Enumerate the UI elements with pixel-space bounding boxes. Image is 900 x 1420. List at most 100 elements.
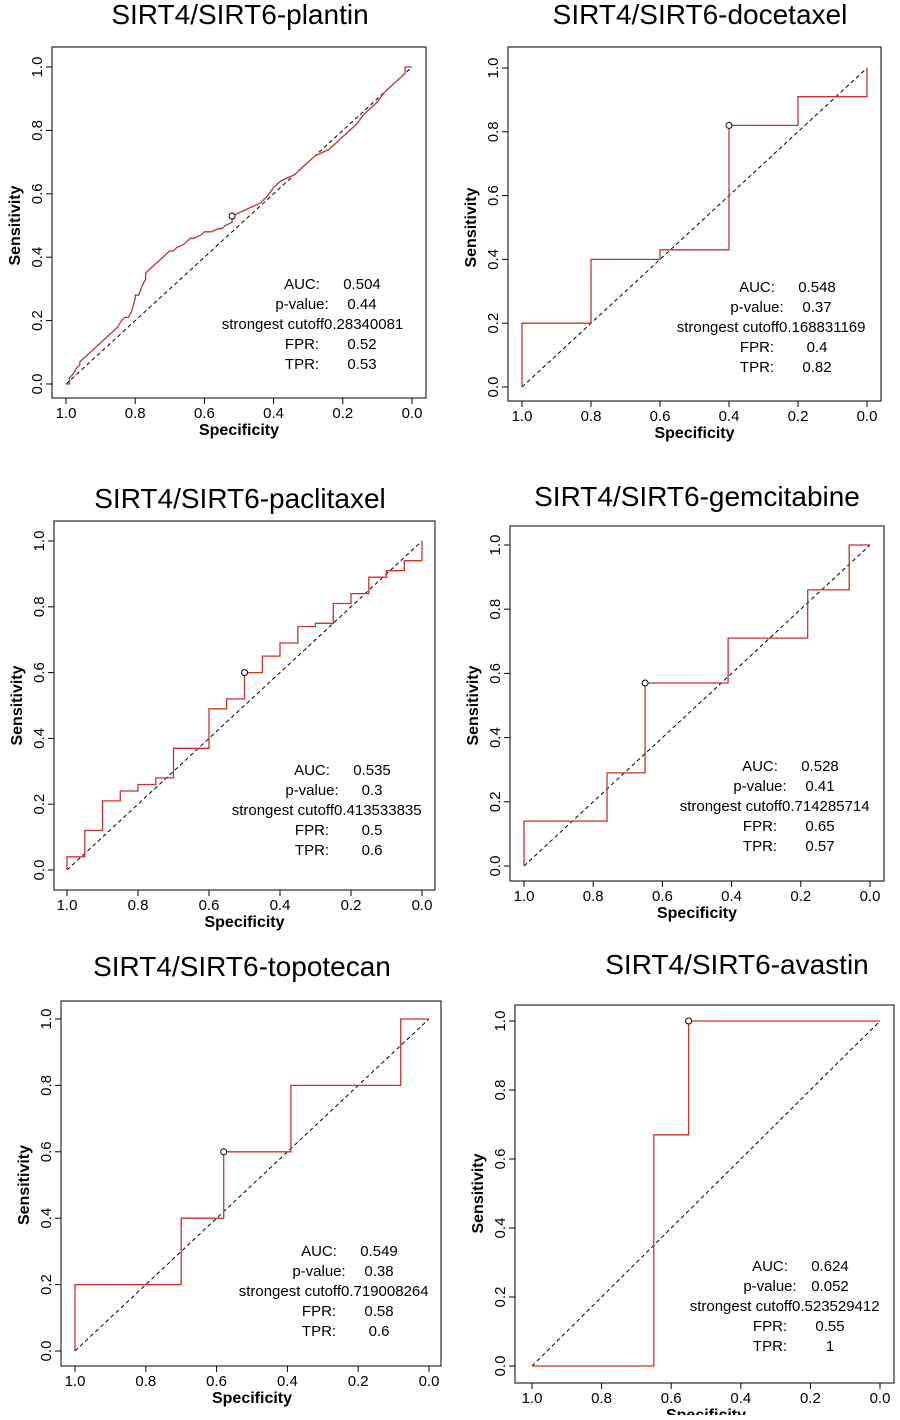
- stat-label-fpr: FPR:: [753, 1318, 787, 1335]
- stat-value-fpr: 0.5: [362, 822, 383, 839]
- chart-title: SIRT4/SIRT6-paclitaxel: [94, 483, 386, 514]
- y-tick-label: 0.8: [487, 599, 504, 620]
- y-tick-label: 0.2: [485, 313, 502, 334]
- x-axis-label: Specificity: [654, 425, 734, 442]
- roc-panel-4: SIRT4/SIRT6-gemcitabine 1.0 0.8 0.6 0.4 0.2 0.…: [465, 481, 885, 922]
- x-tick-label: 0.0: [402, 405, 423, 422]
- x-tick-label: 0.0: [412, 897, 433, 914]
- stat-label-pvalue: p-value:: [275, 296, 328, 313]
- stat-label-auc: AUC:: [739, 279, 775, 296]
- diagonal-reference-line: [66, 540, 423, 871]
- stat-value-pvalue: 0.052: [811, 1278, 849, 1295]
- optimal-cutoff-point: [685, 1017, 693, 1025]
- roc-curve-line: [521, 68, 868, 387]
- chart-title: SIRT4/SIRT6-plantin: [111, 0, 368, 30]
- stat-value-tpr: 0.82: [802, 359, 831, 376]
- y-tick-label: 0.2: [38, 1274, 55, 1295]
- y-tick-label: 0.8: [31, 596, 48, 617]
- y-tick-label: 0.0: [38, 1341, 55, 1362]
- stat-value-pvalue: 0.38: [364, 1263, 393, 1280]
- stat-value-cutoff: 0.523529412: [792, 1298, 880, 1315]
- stat-value-pvalue: 0.44: [347, 296, 376, 313]
- y-tick-label: 0.6: [38, 1141, 55, 1162]
- y-tick-label: 0.6: [487, 663, 504, 684]
- stat-value-tpr: 0.57: [805, 838, 834, 855]
- stat-label-cutoff: strongest cutoff: [677, 319, 780, 336]
- y-tick-label: 0.0: [31, 860, 48, 881]
- stat-label-tpr: TPR:: [753, 1338, 787, 1355]
- y-axis-label: Sensitivity: [470, 1153, 487, 1233]
- y-tick-label: 1.0: [487, 535, 504, 556]
- stat-label-auc: AUC:: [301, 1243, 337, 1260]
- optimal-cutoff-point: [241, 669, 248, 677]
- stat-label-pvalue: p-value:: [733, 778, 786, 795]
- stat-label-fpr: FPR:: [285, 336, 319, 353]
- x-tick-label: 0.8: [591, 1390, 612, 1407]
- stat-label-fpr: FPR:: [740, 339, 774, 356]
- y-tick-label: 0.4: [485, 249, 502, 270]
- optimal-cutoff-point: [641, 679, 649, 687]
- x-tick-label: 0.0: [419, 1373, 440, 1390]
- diagonal-reference-line: [74, 1018, 430, 1352]
- y-tick-label: 1.0: [29, 57, 46, 78]
- roc-curve-line: [532, 1020, 880, 1367]
- stat-value-auc: 0.535: [353, 762, 391, 779]
- stat-value-fpr: 0.58: [364, 1303, 393, 1320]
- stat-label-cutoff: strongest cutoff: [239, 1283, 342, 1300]
- x-axis-label: Specificity: [204, 914, 284, 931]
- y-tick-label: 0.6: [485, 185, 502, 206]
- y-tick-label: 0.6: [492, 1149, 509, 1170]
- stat-value-tpr: 1: [826, 1338, 834, 1355]
- stat-label-auc: AUC:: [284, 276, 320, 293]
- chart-title: SIRT4/SIRT6-gemcitabine: [534, 481, 860, 512]
- x-axis-label: Specificity: [212, 1390, 292, 1407]
- chart-title: SIRT4/SIRT6-avastin: [605, 949, 869, 980]
- y-tick-label: 0.4: [487, 727, 504, 748]
- stat-value-pvalue: 0.41: [805, 778, 834, 795]
- stat-label-auc: AUC:: [294, 762, 330, 779]
- x-tick-label: 0.8: [583, 888, 604, 905]
- x-tick-label: 0.0: [870, 1390, 891, 1407]
- stat-label-cutoff: strongest cutoff: [680, 798, 783, 815]
- x-tick-label: 0.2: [348, 1373, 369, 1390]
- y-tick-label: 0.2: [31, 794, 48, 815]
- stat-label-pvalue: p-value:: [730, 299, 783, 316]
- x-axis-label: Specificity: [666, 1407, 746, 1415]
- roc-curve-line: [66, 541, 423, 870]
- optimal-cutoff-point: [220, 1148, 228, 1156]
- x-tick-label: 1.0: [57, 897, 78, 914]
- stat-value-cutoff: 0.413533835: [334, 802, 422, 819]
- x-tick-label: 0.2: [332, 405, 353, 422]
- stat-value-pvalue: 0.3: [362, 782, 383, 799]
- stat-label-tpr: TPR:: [743, 838, 777, 855]
- x-tick-label: 0.4: [263, 405, 284, 422]
- y-tick-label: 1.0: [31, 531, 48, 552]
- y-axis-label: Sensitivity: [465, 665, 482, 745]
- stat-value-fpr: 0.65: [805, 818, 834, 835]
- x-tick-label: 0.6: [199, 897, 220, 914]
- stat-value-cutoff: 0.28340081: [324, 316, 403, 333]
- stat-label-auc: AUC:: [742, 758, 778, 775]
- roc-curve-line: [66, 66, 412, 385]
- y-tick-label: 0.2: [492, 1287, 509, 1308]
- y-tick-label: 0.2: [29, 310, 46, 331]
- x-tick-label: 0.0: [860, 888, 881, 905]
- x-tick-label: 0.8: [128, 897, 149, 914]
- stat-label-pvalue: p-value:: [292, 1263, 345, 1280]
- chart-title: SIRT4/SIRT6-topotecan: [93, 951, 391, 982]
- stat-value-fpr: 0.52: [347, 336, 376, 353]
- stat-label-fpr: FPR:: [295, 822, 329, 839]
- y-tick-label: 0.8: [485, 121, 502, 142]
- y-tick-label: 0.8: [38, 1075, 55, 1096]
- y-tick-label: 0.0: [485, 377, 502, 398]
- y-tick-label: 0.6: [31, 662, 48, 683]
- x-tick-label: 0.8: [581, 408, 602, 425]
- y-axis-label: Sensitivity: [7, 185, 24, 265]
- y-tick-label: 0.8: [29, 120, 46, 141]
- y-tick-label: 1.0: [38, 1009, 55, 1030]
- roc-panel-2: SIRT4/SIRT6-docetaxel 1.0 0.8 0.6 0.4 0.2 0.0 S…: [463, 0, 882, 442]
- x-tick-label: 0.4: [270, 897, 291, 914]
- roc-panel-3: SIRT4/SIRT6-paclitaxel 1.0 0.8 0.6 0.4 0.2 0.0…: [9, 483, 436, 931]
